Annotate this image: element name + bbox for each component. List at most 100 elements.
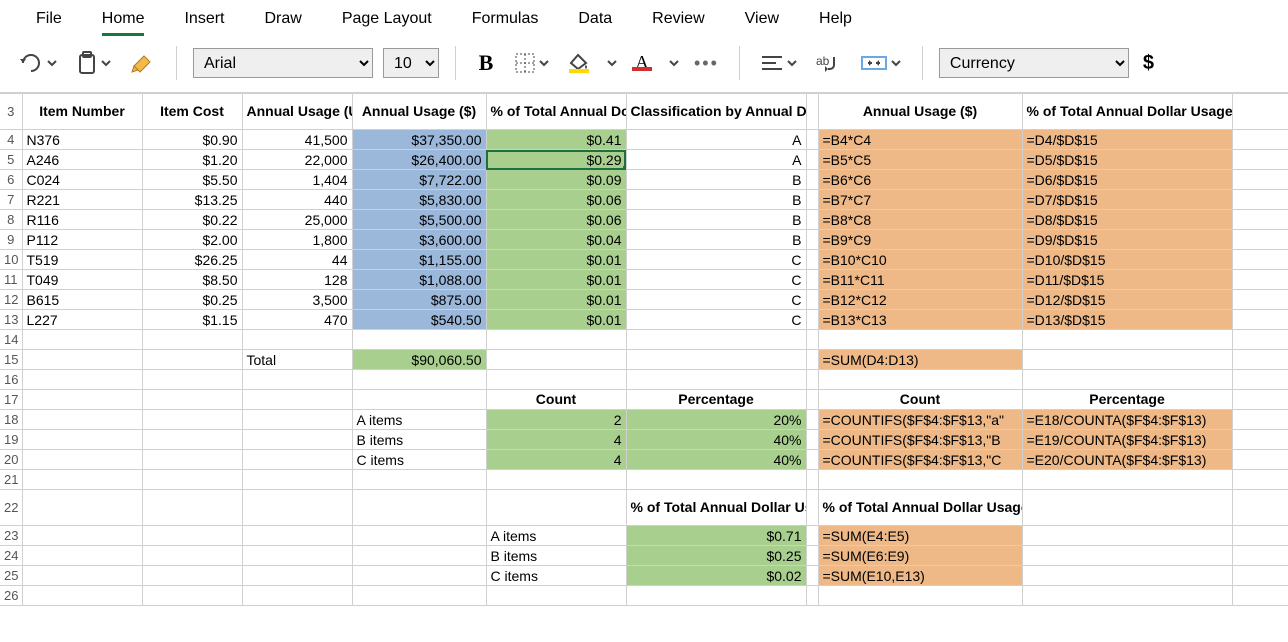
- cell-count-pct-formula[interactable]: =E18/COUNTA($F$4:$F$13): [1022, 410, 1232, 430]
- column-header[interactable]: Percentage: [1022, 390, 1232, 410]
- cell-cost[interactable]: $1.20: [142, 150, 242, 170]
- row-header[interactable]: 11: [0, 270, 22, 290]
- cell-count[interactable]: 4: [486, 450, 626, 470]
- fill-color-caret[interactable]: [606, 57, 618, 69]
- column-header[interactable]: Count: [486, 390, 626, 410]
- cell-usage[interactable]: $1,155.00: [352, 250, 486, 270]
- cell-class[interactable]: C: [626, 310, 806, 330]
- cell-count-formula[interactable]: =COUNTIFS($F$4:$F$13,"a": [818, 410, 1022, 430]
- cell-usage-val[interactable]: $0.71: [626, 526, 806, 546]
- cell-item[interactable]: B615: [22, 290, 142, 310]
- cell-item[interactable]: N376: [22, 130, 142, 150]
- currency-symbol-button[interactable]: $: [1139, 47, 1158, 79]
- cell-count-formula[interactable]: =COUNTIFS($F$4:$F$13,"C: [818, 450, 1022, 470]
- column-header[interactable]: Item Cost: [142, 94, 242, 130]
- cell-formula-pct[interactable]: =D9/$D$15: [1022, 230, 1232, 250]
- cell-formula-pct[interactable]: =D4/$D$15: [1022, 130, 1232, 150]
- cell-formula-usage[interactable]: =B4*C4: [818, 130, 1022, 150]
- cell-count-label[interactable]: A items: [352, 410, 486, 430]
- cell-pct[interactable]: $0.06: [486, 190, 626, 210]
- column-header[interactable]: Annual Usage ($): [818, 94, 1022, 130]
- cell-usage-label[interactable]: A items: [486, 526, 626, 546]
- column-header[interactable]: % of Total Annual Dollar Usage: [1022, 94, 1232, 130]
- cell-class[interactable]: C: [626, 290, 806, 310]
- cell-total-value[interactable]: $90,060.50: [352, 350, 486, 370]
- column-header[interactable]: Classification by Annual Dollar Usage: [626, 94, 806, 130]
- cell-units[interactable]: 22,000: [242, 150, 352, 170]
- column-header[interactable]: Percentage: [626, 390, 806, 410]
- cell-usage[interactable]: $7,722.00: [352, 170, 486, 190]
- cell-formula-usage[interactable]: =B9*C9: [818, 230, 1022, 250]
- cell-total-formula[interactable]: =SUM(D4:D13): [818, 350, 1022, 370]
- column-header[interactable]: Annual Usage ($): [352, 94, 486, 130]
- wrap-text-button[interactable]: ab: [812, 47, 846, 79]
- row-header[interactable]: 8: [0, 210, 22, 230]
- row-header[interactable]: 6: [0, 170, 22, 190]
- cell-units[interactable]: 41,500: [242, 130, 352, 150]
- font-name-select[interactable]: Arial: [193, 48, 373, 78]
- column-header[interactable]: % of Total Annual Dollar Usage: [486, 94, 626, 130]
- row-header[interactable]: 16: [0, 370, 22, 390]
- ribbon-tab-file[interactable]: File: [16, 4, 82, 36]
- row-header[interactable]: 7: [0, 190, 22, 210]
- cell-count-label[interactable]: C items: [352, 450, 486, 470]
- font-color-caret[interactable]: [668, 57, 680, 69]
- cell-usage[interactable]: $26,400.00: [352, 150, 486, 170]
- cell-class[interactable]: A: [626, 150, 806, 170]
- cell-usage[interactable]: $5,500.00: [352, 210, 486, 230]
- column-header[interactable]: Annual Usage (Units): [242, 94, 352, 130]
- cell-units[interactable]: 3,500: [242, 290, 352, 310]
- cell-formula-pct[interactable]: =D12/$D$15: [1022, 290, 1232, 310]
- format-painter-button[interactable]: [126, 47, 160, 79]
- cell-formula-usage[interactable]: =B13*C13: [818, 310, 1022, 330]
- row-header[interactable]: 22: [0, 490, 22, 526]
- cell-usage-label[interactable]: C items: [486, 566, 626, 586]
- row-header[interactable]: 12: [0, 290, 22, 310]
- cell-pct[interactable]: $0.29: [486, 150, 626, 170]
- bold-button[interactable]: B: [472, 47, 500, 79]
- cell-units[interactable]: 1,800: [242, 230, 352, 250]
- cell-item[interactable]: T049: [22, 270, 142, 290]
- cell-formula-pct[interactable]: =D11/$D$15: [1022, 270, 1232, 290]
- cell-cost[interactable]: $0.25: [142, 290, 242, 310]
- cell-count-pct-formula[interactable]: =E20/COUNTA($F$4:$F$13): [1022, 450, 1232, 470]
- cell-units[interactable]: 44: [242, 250, 352, 270]
- ribbon-tab-insert[interactable]: Insert: [164, 4, 244, 36]
- cell-item[interactable]: T519: [22, 250, 142, 270]
- cell-pct[interactable]: $0.04: [486, 230, 626, 250]
- cell-formula-usage[interactable]: =B7*C7: [818, 190, 1022, 210]
- cell-count-pct[interactable]: 40%: [626, 430, 806, 450]
- cell-units[interactable]: 1,404: [242, 170, 352, 190]
- row-header[interactable]: 17: [0, 390, 22, 410]
- column-header[interactable]: % of Total Annual Dollar Usage: [626, 490, 806, 526]
- cell-usage[interactable]: $875.00: [352, 290, 486, 310]
- more-font-button[interactable]: •••: [690, 47, 723, 79]
- cell-formula-pct[interactable]: =D10/$D$15: [1022, 250, 1232, 270]
- cell-units[interactable]: 440: [242, 190, 352, 210]
- cell-pct[interactable]: $0.06: [486, 210, 626, 230]
- cell-count[interactable]: 4: [486, 430, 626, 450]
- ribbon-tab-help[interactable]: Help: [799, 4, 872, 36]
- cell-formula-usage[interactable]: =B5*C5: [818, 150, 1022, 170]
- font-color-button[interactable]: A: [628, 47, 656, 79]
- cell-item[interactable]: L227: [22, 310, 142, 330]
- row-header[interactable]: 14: [0, 330, 22, 350]
- cell-cost[interactable]: $13.25: [142, 190, 242, 210]
- ribbon-tab-page-layout[interactable]: Page Layout: [322, 4, 452, 36]
- cell-item[interactable]: R116: [22, 210, 142, 230]
- cell-formula-usage[interactable]: =B12*C12: [818, 290, 1022, 310]
- cell-item[interactable]: A246: [22, 150, 142, 170]
- cell-class[interactable]: B: [626, 190, 806, 210]
- cell-pct[interactable]: $0.01: [486, 310, 626, 330]
- ribbon-tab-formulas[interactable]: Formulas: [452, 4, 559, 36]
- cell-cost[interactable]: $26.25: [142, 250, 242, 270]
- row-header[interactable]: 25: [0, 566, 22, 586]
- cell-usage[interactable]: $3,600.00: [352, 230, 486, 250]
- row-header[interactable]: 21: [0, 470, 22, 490]
- column-header[interactable]: Item Number: [22, 94, 142, 130]
- cell-formula-pct[interactable]: =D6/$D$15: [1022, 170, 1232, 190]
- row-header[interactable]: 10: [0, 250, 22, 270]
- cell-cost[interactable]: $2.00: [142, 230, 242, 250]
- cell-usage-formula[interactable]: =SUM(E10,E13): [818, 566, 1022, 586]
- row-header[interactable]: 9: [0, 230, 22, 250]
